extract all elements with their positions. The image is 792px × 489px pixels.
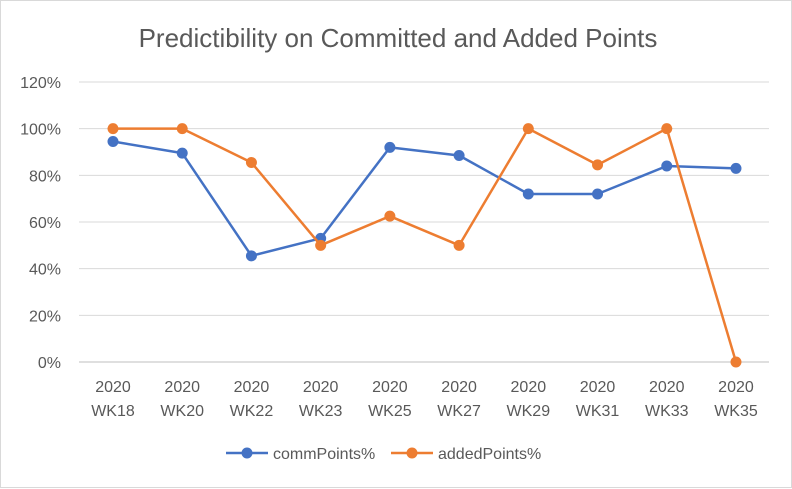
data-point — [522, 188, 534, 200]
y-tick-label: 60% — [29, 215, 61, 232]
y-tick-label: 40% — [29, 262, 61, 279]
data-point — [176, 147, 188, 159]
x-tick-label: WK18 — [91, 403, 135, 420]
x-tick-label: 2020 — [95, 379, 131, 396]
x-tick-label: WK20 — [160, 403, 204, 420]
x-tick-label: 2020 — [580, 379, 616, 396]
y-tick-label: 0% — [38, 355, 61, 372]
data-point — [384, 210, 396, 222]
series-lines — [107, 123, 742, 368]
data-point — [176, 123, 188, 135]
data-point — [522, 123, 534, 135]
data-point — [453, 239, 465, 251]
data-point — [661, 160, 673, 172]
y-tick-label: 100% — [20, 122, 61, 139]
x-tick-label: WK35 — [714, 403, 758, 420]
legend: commPoints% addedPoints% — [226, 446, 541, 463]
x-tick-label: 2020 — [372, 379, 408, 396]
x-tick-label: 2020 — [718, 379, 754, 396]
x-tick-label: WK22 — [230, 403, 274, 420]
y-axis-labels: 0% 20% 40% 60% 80% 100% 120% — [20, 75, 61, 372]
data-point — [730, 356, 742, 368]
x-tick-label: 2020 — [234, 379, 270, 396]
x-tick-label: WK25 — [368, 403, 412, 420]
x-tick-label: 2020 — [303, 379, 339, 396]
x-tick-label: WK31 — [576, 403, 620, 420]
x-tick-label: WK27 — [437, 403, 481, 420]
legend-swatch-marker — [406, 447, 418, 459]
legend-label: addedPoints% — [438, 446, 541, 463]
data-point — [730, 162, 742, 174]
x-tick-label: 2020 — [164, 379, 200, 396]
x-tick-label: WK29 — [507, 403, 551, 420]
x-tick-label: 2020 — [649, 379, 685, 396]
data-point — [384, 141, 396, 153]
series-line — [112, 140, 737, 258]
x-tick-label: WK33 — [645, 403, 689, 420]
data-point — [107, 136, 119, 147]
data-point — [245, 250, 257, 262]
y-tick-label: 120% — [20, 75, 61, 92]
data-point — [315, 239, 327, 251]
x-axis-labels: 2020 WK18 2020 WK20 2020 WK22 2020 WK23 2020 WK25… — [91, 379, 758, 420]
x-tick-label: WK23 — [299, 403, 343, 420]
data-point — [453, 150, 465, 161]
y-tick-label: 20% — [29, 308, 61, 325]
data-point — [592, 159, 604, 171]
legend-swatch-marker — [241, 447, 253, 459]
data-point — [661, 123, 673, 135]
chart-title: Predictibility on Committed and Added Po… — [139, 23, 658, 53]
series-line — [113, 127, 738, 363]
data-point — [245, 157, 257, 168]
data-point — [592, 188, 604, 200]
gridlines — [79, 81, 769, 363]
y-tick-label: 80% — [29, 168, 61, 185]
legend-label: commPoints% — [273, 446, 375, 463]
x-tick-label: 2020 — [441, 379, 477, 396]
x-tick-label: 2020 — [511, 379, 547, 396]
data-point — [107, 123, 119, 135]
